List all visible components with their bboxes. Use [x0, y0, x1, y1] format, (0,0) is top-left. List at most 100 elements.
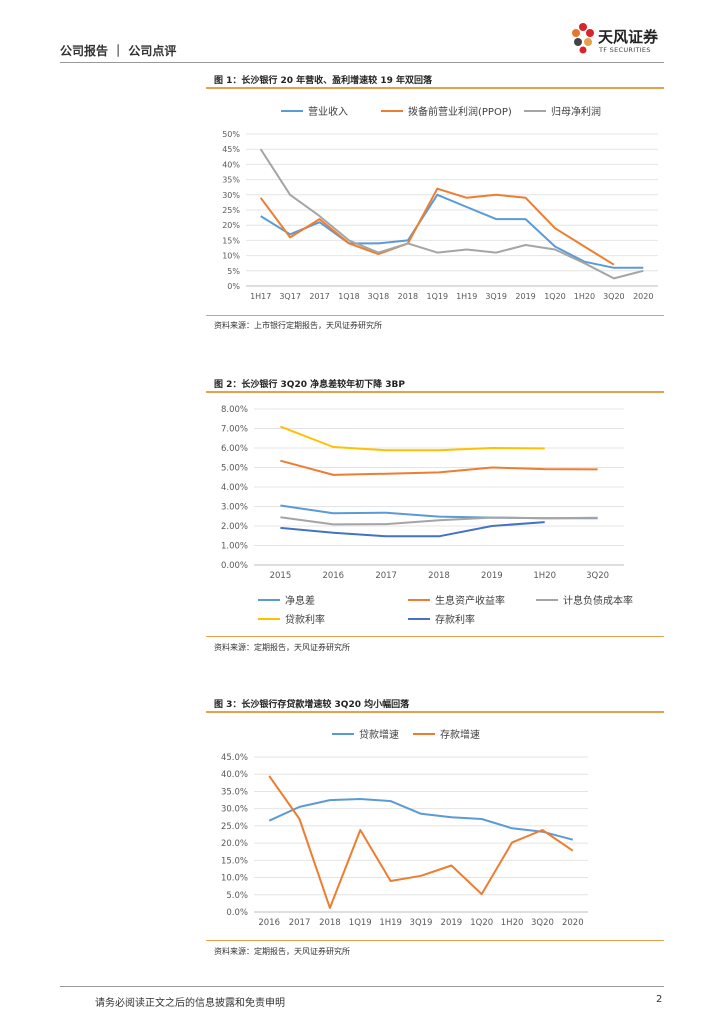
x-tick-label: 3Q20 — [603, 292, 625, 301]
x-tick-label: 2016 — [322, 571, 344, 581]
y-tick-label: 5.00% — [221, 464, 248, 474]
y-tick-label: 20.0% — [221, 839, 248, 849]
y-tick-label: 50% — [222, 130, 240, 139]
series-line-1 — [268, 798, 574, 841]
y-tick-label: 5% — [227, 267, 240, 276]
series-line-3 — [280, 516, 598, 526]
x-tick-label: 2017 — [375, 571, 397, 581]
x-tick-label: 1H17 — [250, 292, 271, 301]
figure-2-top-rule — [206, 391, 664, 393]
figure-3-chart: 0.0% 5.0% 10.0% 15.0% 20.0% 25.0% 30.0% 35.0% 40… — [221, 728, 588, 928]
y-tick-label: 1.00% — [221, 542, 248, 552]
x-tick-label: 2018 — [398, 292, 418, 301]
y-tick-label: 0% — [227, 282, 240, 291]
x-tick-label: 1H19 — [456, 292, 477, 301]
figure-1-bottom-rule — [206, 315, 664, 316]
x-tick-label: 1H20 — [533, 571, 556, 581]
series-line-5 — [280, 521, 545, 538]
y-tick-label: 6.00% — [221, 444, 248, 454]
x-tick-label: 1H20 — [574, 292, 595, 301]
series-line-2 — [259, 187, 615, 266]
figure-2-bottom-rule — [206, 636, 664, 637]
legend-label-3: 计息负债成本率 — [563, 594, 633, 607]
x-tick-label: 1Q20 — [544, 292, 566, 301]
x-tick-label: 1Q18 — [338, 292, 360, 301]
legend-label-1: 贷款增速 — [359, 728, 399, 741]
y-tick-label: 10.0% — [221, 874, 248, 884]
series-line-2 — [268, 775, 574, 909]
y-tick-label: 7.00% — [221, 425, 248, 435]
figure-1-chart: 0% 5% 10% 15% 20% 25% 30% 35% 40% 45% 50% 1H17 3Q17 2… — [222, 105, 658, 301]
x-tick-label: 2017 — [289, 918, 311, 928]
x-tick-label: 2018 — [428, 571, 450, 581]
y-tick-label: 25% — [222, 206, 240, 215]
figure-1-title: 图 1：长沙银行 20 年营收、盈利增速较 19 年双回落 — [214, 76, 432, 86]
y-tick-label: 45% — [222, 145, 240, 154]
x-tick-label: 3Q20 — [586, 571, 609, 581]
report-type-label: 公司报告 ｜ 公司点评 — [60, 44, 177, 58]
logo-subtitle: TF SECURITIES — [599, 46, 651, 54]
figure-2-source: 资料来源：定期报告，天风证券研究所 — [214, 643, 350, 652]
legend-label-4: 贷款利率 — [285, 613, 325, 626]
x-tick-label: 3Q17 — [279, 292, 301, 301]
x-tick-label: 1H19 — [379, 918, 402, 928]
y-tick-label: 15% — [222, 236, 240, 245]
x-tick-label: 3Q19 — [485, 292, 507, 301]
series-line-1 — [260, 193, 644, 269]
x-tick-label: 2016 — [258, 918, 280, 928]
legend-label-2: 拨备前营业利润(PPOP) — [408, 105, 512, 118]
legend-label-1: 营业收入 — [308, 105, 348, 118]
x-tick-label: 3Q20 — [531, 918, 554, 928]
figure-3-title: 图 3：长沙银行存贷款增速较 3Q20 均小幅回落 — [214, 700, 410, 710]
figure-2-chart: 0.00% 1.00% 2.00% 3.00% 4.00% 5.00% 6.00% 7.00%… — [221, 405, 633, 626]
x-tick-label: 1H20 — [501, 918, 524, 928]
figure-2-title: 图 2：长沙银行 3Q20 净息差较年初下降 3BP — [214, 380, 405, 390]
x-tick-label: 2019 — [481, 571, 503, 581]
legend-label-2: 存款增速 — [440, 728, 480, 741]
y-tick-label: 25.0% — [221, 822, 248, 832]
series-line-4 — [280, 425, 545, 452]
x-tick-label: 1Q20 — [470, 918, 493, 928]
x-tick-label: 2018 — [319, 918, 341, 928]
y-tick-label: 45.0% — [221, 753, 248, 763]
legend-label-1: 净息差 — [285, 594, 315, 607]
y-tick-label: 2.00% — [221, 522, 248, 532]
footer-disclaimer: 请务必阅读正文之后的信息披露和免责申明 — [95, 998, 285, 1009]
y-tick-label: 3.00% — [221, 503, 248, 513]
figure-3-top-rule — [206, 711, 664, 713]
figure-1-top-rule — [206, 87, 664, 89]
y-tick-label: 0.0% — [226, 908, 248, 918]
y-tick-label: 8.00% — [221, 405, 248, 415]
y-tick-label: 0.00% — [221, 561, 248, 571]
y-tick-label: 30% — [222, 191, 240, 200]
figure-1-source: 资料来源：上市银行定期报告，天风证券研究所 — [214, 321, 382, 330]
x-tick-label: 3Q18 — [368, 292, 390, 301]
y-tick-label: 30.0% — [221, 805, 248, 815]
x-tick-label: 2015 — [270, 571, 292, 581]
y-tick-label: 5.0% — [226, 891, 248, 901]
series-line-2 — [280, 459, 598, 476]
logo-name: 天风证券 — [598, 28, 659, 46]
flower-logo-icon — [572, 23, 594, 54]
y-tick-label: 20% — [222, 221, 240, 230]
company-logo: 天风证券 TF SECURITIES — [570, 20, 680, 60]
legend-label-3: 归母净利润 — [551, 105, 601, 118]
x-tick-label: 2019 — [441, 918, 463, 928]
legend-label-2: 生息资产收益率 — [435, 594, 505, 607]
x-tick-label: 2020 — [562, 918, 584, 928]
figure-3-source: 资料来源：定期报告，天风证券研究所 — [214, 947, 350, 956]
footer-divider — [60, 986, 664, 987]
figure-3-bottom-rule — [206, 940, 664, 941]
y-tick-label: 35.0% — [221, 787, 248, 797]
y-tick-label: 35% — [222, 176, 240, 185]
x-tick-label: 2017 — [309, 292, 329, 301]
y-tick-label: 10% — [222, 252, 240, 261]
series-line-3 — [259, 148, 644, 280]
x-tick-label: 1Q19 — [426, 292, 448, 301]
page-number: 2 — [656, 994, 663, 1005]
header-divider — [60, 62, 664, 63]
x-tick-label: 1Q19 — [349, 918, 372, 928]
x-tick-label: 2019 — [515, 292, 535, 301]
y-tick-label: 40% — [222, 160, 240, 169]
legend-label-5: 存款利率 — [435, 613, 475, 626]
